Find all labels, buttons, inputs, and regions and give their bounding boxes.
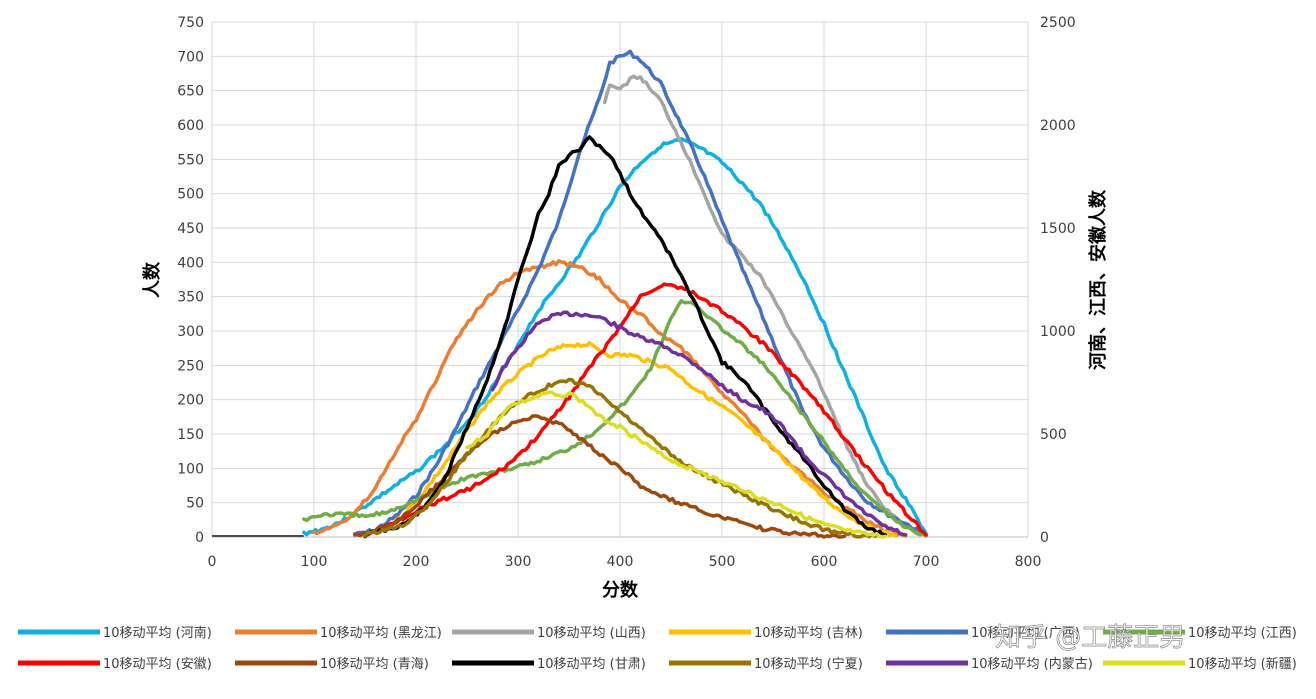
series-line [363,282,928,537]
legend-label: 10移动平均 (甘肃) [537,657,646,672]
y-axis-title: 人数 [141,261,163,298]
series-line [363,377,877,539]
y2-tick-label: 1500 [1040,221,1076,237]
series-line [302,137,928,537]
y-tick-label: 650 [177,84,204,100]
series-line [353,49,928,537]
x-tick-label: 800 [1015,554,1042,570]
series-line [490,310,908,537]
y-tick-label: 350 [177,290,204,306]
legend-label: 10移动平均 (山西) [537,626,646,641]
series-line [302,299,928,538]
y2-tick-label: 2000 [1040,118,1076,134]
legend-label: 10移动平均 (江西) [1188,626,1297,641]
y-tick-label: 0 [195,530,204,546]
y-tick-label: 750 [177,15,204,31]
axis-layer: 0 50 100 150 200 250 300 350 400 450 500 550 600 650 7… [177,15,1075,570]
legend-label: 10移动平均 (新疆) [1188,656,1297,672]
series-line [312,259,908,538]
y-tick-label: 400 [177,255,204,271]
legend-label: 10移动平均 (广西) [971,626,1080,641]
y2-tick-label: 500 [1040,427,1067,443]
series-line [363,341,898,538]
y-tick-label: 600 [177,118,204,134]
series-layer [212,49,928,539]
x-axis-title: 分数 [602,579,639,601]
series-line [465,390,887,539]
y2-axis-title: 河南、江西、安徽人数 [1087,189,1109,370]
y-tick-label: 550 [177,152,204,168]
legend-label: 10移动平均 (河南) [103,625,212,641]
legend-label: 10移动平均 (青海) [320,657,429,672]
x-tick-label: 400 [607,554,634,570]
x-tick-label: 700 [913,554,940,570]
y-tick-label: 700 [177,49,204,65]
y-tick-label: 300 [177,324,204,340]
series-line [353,414,847,539]
legend-label: 10移动平均 (内蒙古) [971,656,1093,672]
y-tick-label: 500 [177,187,204,203]
x-tick-label: 0 [208,554,217,570]
y2-tick-label: 2500 [1040,15,1076,31]
y-tick-label: 50 [186,496,204,512]
legend: 10移动平均 (河南) 10移动平均 (黑龙江) 10移动平均 (山西) 10移动平均… [18,625,1297,672]
y-tick-label: 150 [177,427,204,443]
legend-label: 10移动平均 (吉林) [754,626,863,641]
x-tick-label: 600 [811,554,838,570]
y-tick-label: 100 [177,461,204,477]
label-layer: 分数 人数 河南、江西、安徽人数 [141,189,1109,601]
y-tick-label: 250 [177,358,204,374]
y2-tick-label: 1000 [1040,324,1076,340]
y-tick-label: 200 [177,393,204,409]
legend-label: 10移动平均 (安徽) [103,657,212,672]
y2-tick-label: 0 [1040,530,1049,546]
series-line [602,74,928,538]
y-tick-label: 450 [177,221,204,237]
x-tick-label: 500 [709,554,736,570]
x-tick-label: 200 [403,554,430,570]
legend-label: 10移动平均 (宁夏) [754,656,863,672]
legend-label: 10移动平均 (黑龙江) [320,626,442,641]
x-tick-label: 300 [505,554,532,570]
x-tick-label: 100 [301,554,328,570]
watermark-text: 知乎 @工藤正男 [995,623,1185,653]
